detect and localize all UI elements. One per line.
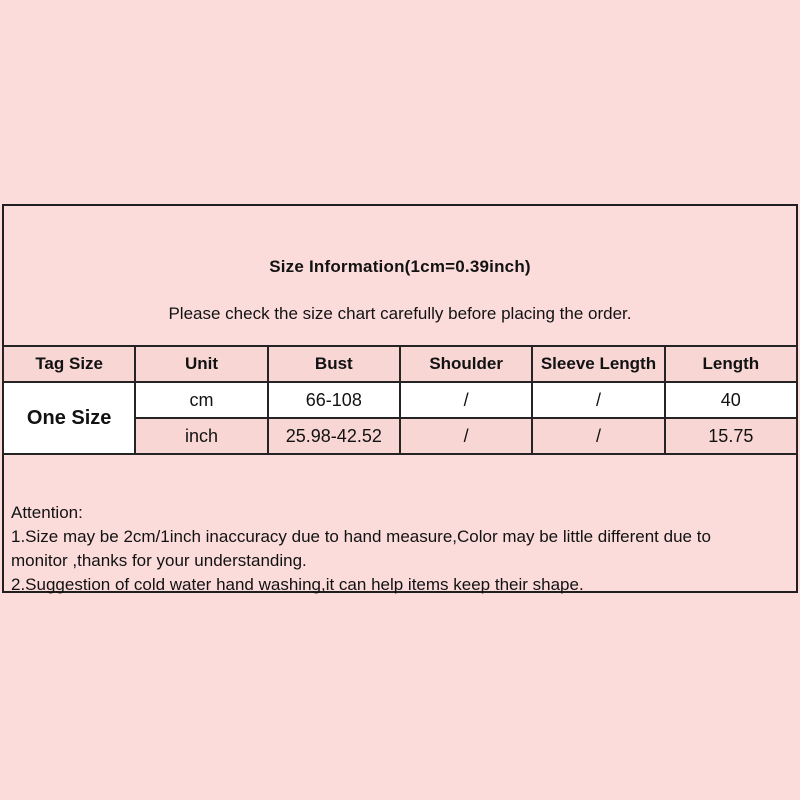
- cell-unit-cm: cm: [134, 381, 269, 419]
- cell-length-inch: 15.75: [663, 417, 799, 455]
- size-info-panel: Size Information(1cm=0.39inch) Please ch…: [1, 204, 799, 594]
- column-header-shoulder: Shoulder: [398, 345, 534, 383]
- size-table: Tag Size Unit Bust Shoulder Sleeve Lengt…: [1, 345, 799, 455]
- cell-shoulder-inch: /: [398, 417, 534, 455]
- cell-sleeve-inch: /: [531, 417, 666, 455]
- table-row-inch: inch 25.98-42.52 / / 15.75: [3, 417, 799, 455]
- column-header-tag-size: Tag Size: [1, 345, 137, 383]
- attention-line-2: monitor ,thanks for your understanding.: [11, 551, 307, 570]
- size-table-header-row: Tag Size Unit Bust Shoulder Sleeve Lengt…: [1, 345, 799, 383]
- table-row-cm: One Size cm 66-108 / / 40: [1, 381, 799, 455]
- column-header-unit: Unit: [134, 345, 269, 383]
- attention-line-1: 1.Size may be 2cm/1inch inaccuracy due t…: [11, 527, 711, 546]
- cell-length-cm: 40: [663, 381, 799, 419]
- column-header-length: Length: [663, 345, 799, 383]
- cell-shoulder-cm: /: [398, 381, 534, 419]
- cell-sleeve-cm: /: [531, 381, 666, 419]
- cell-bust-cm: 66-108: [266, 381, 401, 419]
- attention-line-3: 2.Suggestion of cold water hand washing,…: [11, 575, 584, 594]
- attention-heading: Attention:: [11, 503, 83, 522]
- cell-unit-inch: inch: [134, 417, 269, 455]
- size-info-subtitle: Please check the size chart carefully be…: [168, 304, 632, 323]
- column-header-bust: Bust: [266, 345, 401, 383]
- cell-bust-inch: 25.98-42.52: [266, 417, 401, 455]
- cell-tag-size: One Size: [1, 381, 137, 455]
- attention-block: Attention: 1.Size may be 2cm/1inch inacc…: [4, 501, 796, 597]
- column-header-sleeve-length: Sleeve Length: [531, 345, 666, 383]
- size-info-title: Size Information(1cm=0.39inch): [269, 257, 531, 276]
